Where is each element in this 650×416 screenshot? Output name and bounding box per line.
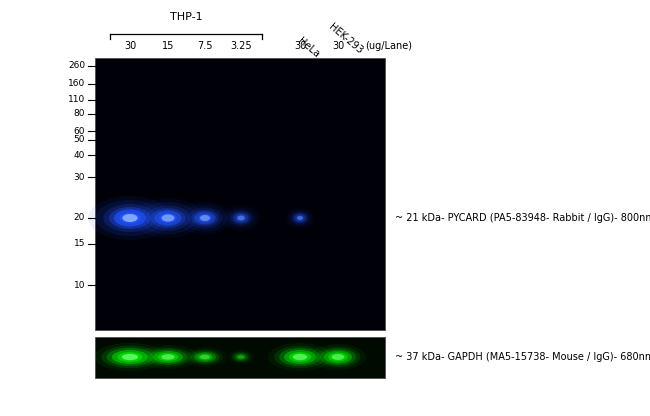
Ellipse shape [159,213,177,223]
Text: 50: 50 [73,136,85,144]
Ellipse shape [231,211,251,225]
Bar [95,58,385,330]
Ellipse shape [177,201,233,235]
Ellipse shape [238,355,244,359]
Bar [95,337,385,378]
Text: 7.5: 7.5 [197,41,213,51]
Text: 20: 20 [73,213,85,223]
Ellipse shape [324,351,352,364]
Ellipse shape [287,209,313,227]
Ellipse shape [289,352,311,362]
Ellipse shape [107,348,153,366]
Ellipse shape [153,351,183,363]
Ellipse shape [232,352,250,362]
Ellipse shape [292,354,307,360]
Ellipse shape [103,204,157,232]
Ellipse shape [268,343,332,371]
Ellipse shape [155,210,181,225]
Ellipse shape [146,206,190,230]
Text: 30: 30 [294,41,306,51]
Ellipse shape [294,214,306,222]
Text: 30: 30 [124,41,136,51]
Text: 40: 40 [73,151,85,159]
Ellipse shape [138,345,198,369]
Text: 80: 80 [73,109,85,119]
Ellipse shape [228,210,254,226]
Ellipse shape [144,347,192,366]
Ellipse shape [316,347,360,367]
Text: 30: 30 [332,41,344,51]
Text: 10: 10 [73,280,85,290]
Ellipse shape [328,352,348,362]
Ellipse shape [292,213,307,223]
Ellipse shape [198,214,212,222]
Ellipse shape [122,354,138,360]
Ellipse shape [194,212,216,224]
Text: HEK-293: HEK-293 [327,22,365,56]
Text: 15: 15 [73,240,85,248]
Ellipse shape [237,215,244,220]
Ellipse shape [198,354,213,361]
Ellipse shape [200,215,210,221]
Ellipse shape [194,352,216,362]
Ellipse shape [133,198,203,238]
Ellipse shape [109,207,151,229]
Ellipse shape [234,353,248,361]
Text: 260: 260 [68,62,85,70]
Ellipse shape [94,343,166,371]
Ellipse shape [284,350,316,364]
Ellipse shape [332,354,344,360]
Text: ~ 21 kDa- PYCARD (PA5-83948- Rabbit / IgG)- 800nm: ~ 21 kDa- PYCARD (PA5-83948- Rabbit / Ig… [395,213,650,223]
Ellipse shape [161,354,175,360]
Ellipse shape [233,213,249,223]
Ellipse shape [112,350,148,364]
Ellipse shape [230,351,252,364]
Ellipse shape [191,210,219,226]
Text: THP-1: THP-1 [170,12,202,22]
Text: HeLa: HeLa [296,36,322,60]
Ellipse shape [296,215,304,221]
Text: (ug/Lane): (ug/Lane) [365,41,412,51]
Ellipse shape [290,211,310,225]
Ellipse shape [150,208,186,228]
Ellipse shape [274,346,326,368]
Ellipse shape [200,355,210,359]
Ellipse shape [101,346,159,368]
Ellipse shape [88,196,172,240]
Ellipse shape [310,344,366,370]
Ellipse shape [183,205,227,231]
Ellipse shape [187,208,222,228]
Text: ~ 37 kDa- GAPDH (MA5-15738- Mouse / IgG)- 680nm: ~ 37 kDa- GAPDH (MA5-15738- Mouse / IgG)… [395,352,650,362]
Ellipse shape [187,349,222,365]
Text: 60: 60 [73,126,85,136]
Ellipse shape [280,348,321,366]
Ellipse shape [96,200,164,236]
Ellipse shape [148,349,187,365]
Text: 30: 30 [73,173,85,181]
Ellipse shape [190,351,219,364]
Ellipse shape [122,214,138,222]
Ellipse shape [320,349,356,365]
Text: 3.25: 3.25 [230,41,252,51]
Ellipse shape [120,213,140,223]
Ellipse shape [114,210,146,226]
Ellipse shape [157,353,179,361]
Ellipse shape [118,352,142,362]
Text: 110: 110 [68,96,85,104]
Ellipse shape [297,216,303,220]
Ellipse shape [225,207,257,229]
Text: 160: 160 [68,79,85,89]
Ellipse shape [236,215,246,221]
Text: 15: 15 [162,41,174,51]
Ellipse shape [139,202,197,234]
Ellipse shape [162,214,174,222]
Ellipse shape [236,354,246,360]
